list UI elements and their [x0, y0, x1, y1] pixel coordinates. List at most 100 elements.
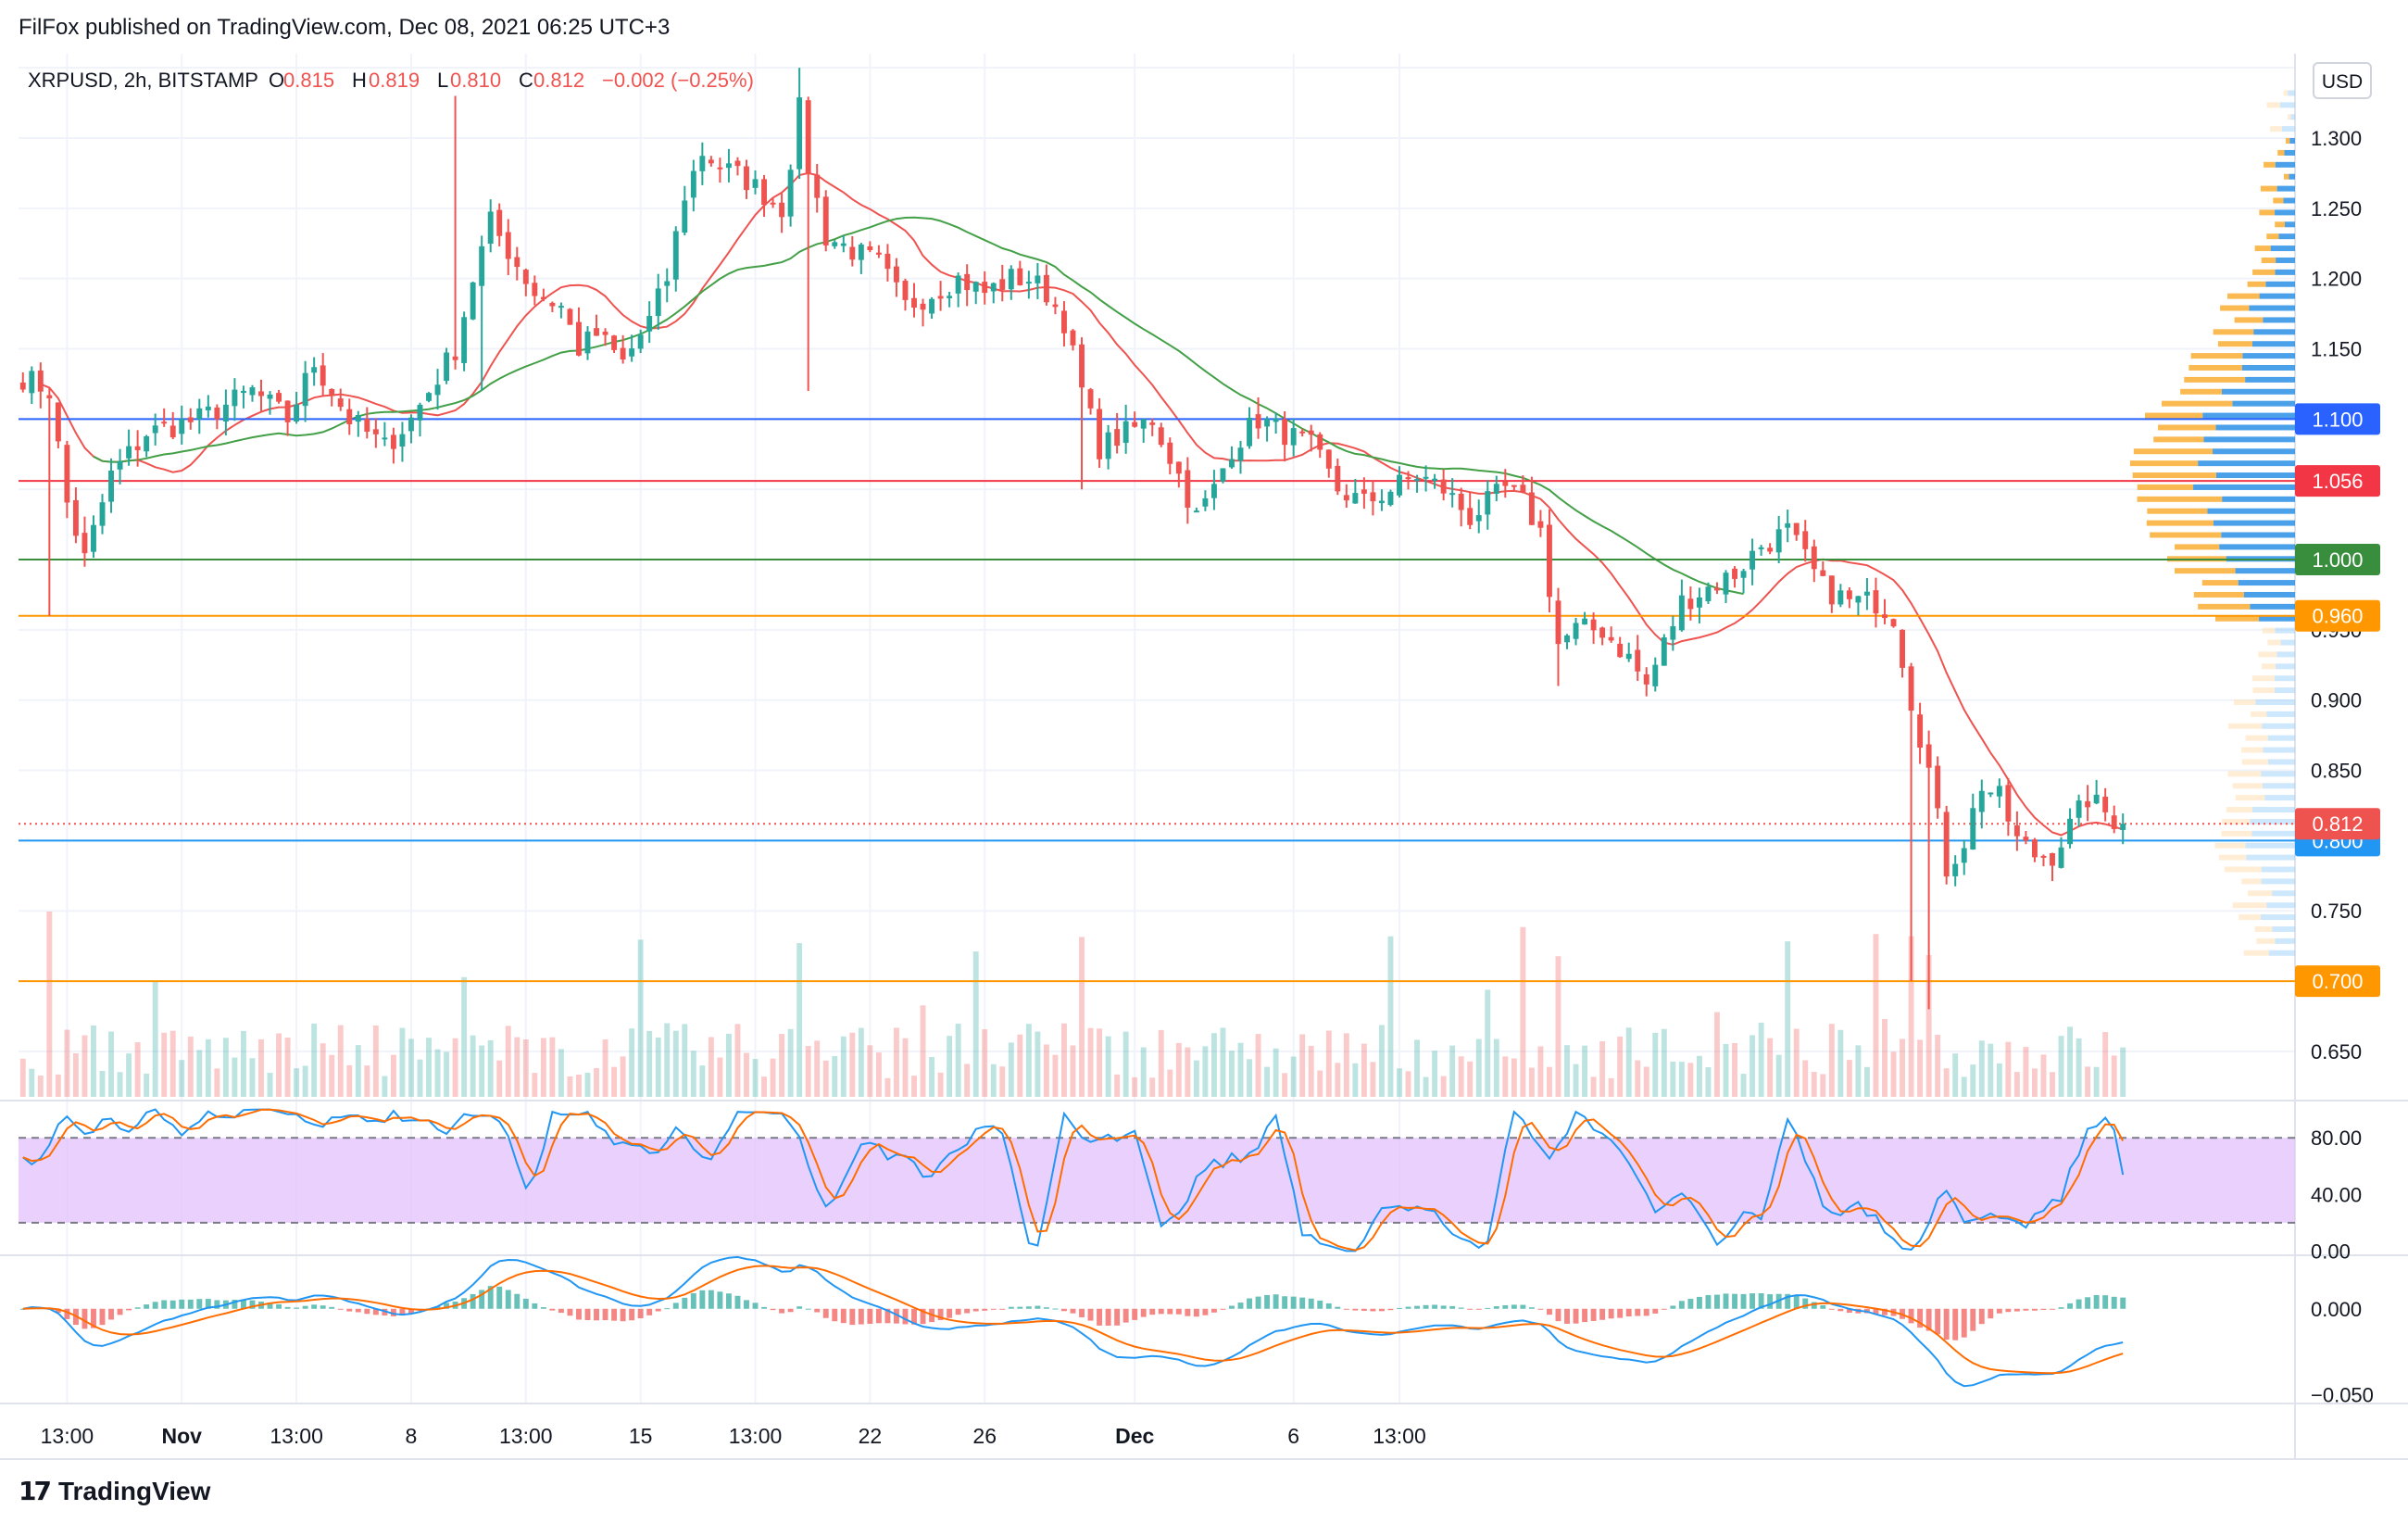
macd-histogram-bar — [558, 1308, 564, 1314]
volume-bar — [672, 1030, 679, 1097]
macd-histogram-bar — [1273, 1294, 1279, 1309]
volume-profile-down — [2252, 687, 2276, 694]
candle-body — [1687, 598, 1694, 610]
macd-histogram-bar — [1917, 1308, 1924, 1328]
volume-bar — [1167, 1069, 1173, 1097]
volume-profile-up — [2215, 472, 2295, 479]
macd-histogram-bar — [840, 1308, 847, 1324]
currency-button[interactable]: USD — [2313, 62, 2372, 99]
volume-profile-up — [2251, 830, 2295, 837]
volume-profile-up — [2265, 281, 2295, 287]
time-axis[interactable]: 13:00 Nov 13:00 8 13:00 15 13:00 22 26 Dec 6 13:00 — [41, 1424, 1426, 1448]
volume-profile-down — [2288, 114, 2291, 120]
candle-body — [787, 170, 794, 217]
volume-bar — [187, 1036, 194, 1097]
volume-bar — [1811, 1072, 1817, 1097]
macd-histogram-bar — [522, 1298, 529, 1309]
macd-histogram-bar — [1193, 1308, 1199, 1317]
macd-pane[interactable] — [19, 1255, 2126, 1388]
volume-profile-down — [2264, 161, 2276, 168]
volume-bar — [1335, 1063, 1341, 1097]
candle-body — [1917, 714, 1924, 749]
macd-histogram-bar — [1210, 1308, 1217, 1313]
volume-bar — [1114, 1074, 1121, 1097]
volume-bar — [1017, 1034, 1023, 1097]
volume-bar — [2013, 1072, 2020, 1097]
tradingview-logo[interactable]: 17 TradingView — [19, 1476, 210, 1506]
candle-body — [1175, 461, 1182, 474]
candle-body — [770, 202, 776, 205]
volume-bar — [1882, 1019, 1888, 1097]
volume-bar — [840, 1036, 847, 1097]
volume-bar — [611, 1066, 618, 1097]
candle-body — [1423, 476, 1429, 479]
volume-bar — [1210, 1033, 1217, 1097]
volume-profile-down — [2220, 305, 2250, 311]
candle-body — [1079, 344, 1085, 388]
candle-body — [161, 422, 168, 424]
volume-bar — [19, 1058, 26, 1097]
candle-body — [920, 303, 926, 310]
macd-histogram-bar — [179, 1299, 185, 1309]
macd-histogram-bar — [1970, 1308, 1976, 1331]
volume-bar — [1440, 1076, 1447, 1097]
time-tick-label: 15 — [629, 1424, 653, 1448]
candle-body — [470, 282, 476, 320]
macd-histogram-bar — [1378, 1308, 1385, 1312]
macd-histogram-bar — [1140, 1308, 1147, 1317]
volume-bar — [382, 1076, 388, 1097]
volume-bar — [1061, 1023, 1067, 1097]
candle-body — [1996, 786, 2002, 797]
volume-profile-down — [2269, 126, 2282, 132]
volume-bar — [1273, 1048, 1279, 1097]
volume-profile-up — [2250, 603, 2295, 610]
volume-profile-up — [2263, 317, 2295, 323]
candle-body — [1882, 614, 1888, 619]
price-axis[interactable]: 1.3001.2501.2001.1501.1001.0501.0000.950… — [2295, 127, 2380, 1407]
volume-bar — [152, 980, 158, 1097]
candle-body — [196, 408, 203, 420]
volume-profile-up — [2281, 126, 2295, 132]
volume-profile-down — [2266, 233, 2279, 240]
macd-histogram-bar — [382, 1308, 388, 1315]
volume-bar — [558, 1049, 564, 1097]
stoch-rsi-pane[interactable] — [19, 1108, 2295, 1252]
candle-body — [1811, 546, 1817, 570]
volume-bar — [1511, 1058, 1517, 1097]
macd-histogram-bar — [849, 1308, 856, 1326]
candle-body — [840, 243, 847, 246]
chart-canvas[interactable]: 1.3001.2501.2001.1501.1001.0501.0000.950… — [0, 0, 2408, 1468]
candle-body — [549, 302, 556, 307]
macd-histogram-bar — [1097, 1308, 1103, 1326]
candle-body — [382, 437, 388, 440]
volume-profile-down — [2283, 173, 2289, 180]
volume-bar — [2031, 1068, 2038, 1097]
volume-bar — [1025, 1024, 1032, 1097]
candle-body — [1837, 590, 1844, 605]
candle-body — [1070, 330, 1076, 346]
volume-profile-down — [2227, 293, 2260, 299]
macd-histogram-bar — [646, 1308, 653, 1315]
volume-bar — [1608, 1077, 1614, 1097]
volume-bar — [1423, 1076, 1429, 1097]
volume-bar — [434, 1049, 441, 1097]
volume-bar — [1008, 1042, 1014, 1097]
open-value: 0.815 — [283, 69, 334, 92]
candle-body — [346, 409, 353, 424]
horizontal-levels[interactable] — [19, 418, 2295, 983]
volume-profile-up — [2272, 925, 2295, 932]
volume-bar — [752, 1059, 759, 1097]
macd-histogram-bar — [187, 1299, 194, 1309]
macd-histogram-bar — [1493, 1306, 1499, 1309]
macd-histogram-bar — [496, 1286, 503, 1309]
price-pane[interactable] — [19, 68, 2295, 1097]
volume-bar — [1785, 941, 1791, 1097]
volume-profile-up — [2251, 341, 2295, 347]
volume-profile-up — [2238, 580, 2295, 586]
volume-bar — [1070, 1045, 1076, 1097]
macd-histogram-bar — [1767, 1294, 1774, 1309]
grid-lines — [0, 54, 2408, 1460]
candle-body — [637, 334, 644, 349]
volume-bar — [532, 1073, 538, 1097]
volume-bar — [1687, 1063, 1694, 1097]
